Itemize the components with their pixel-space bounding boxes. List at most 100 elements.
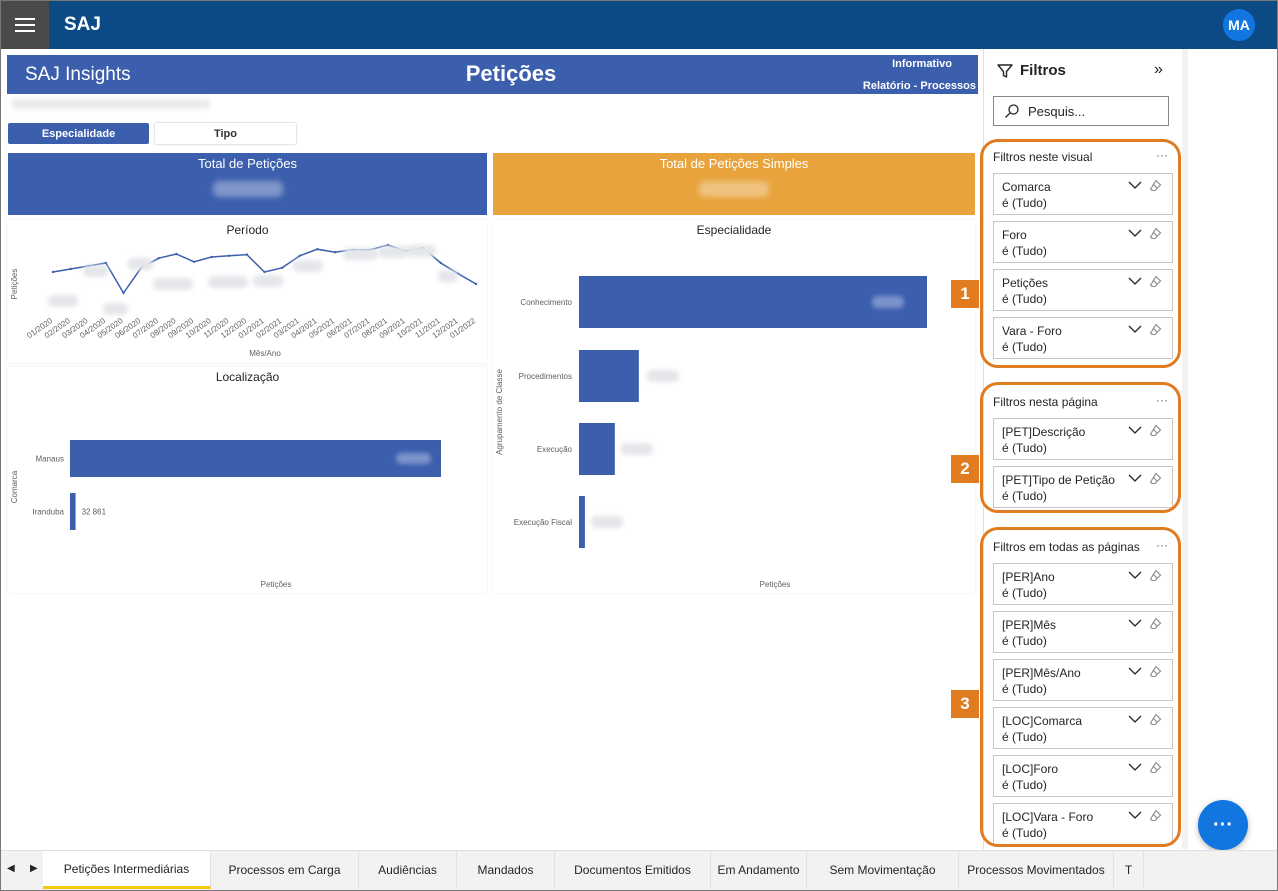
line-point[interactable] — [439, 261, 442, 265]
highlight-outline — [980, 382, 1181, 513]
collapse-pane-icon[interactable]: » — [1154, 61, 1163, 78]
line-point[interactable] — [228, 254, 231, 257]
tab-scroll-right-icon[interactable]: ▶ — [30, 863, 38, 874]
chevron-down-icon[interactable] — [1128, 762, 1142, 772]
filter-card[interactable]: [PER]Mês/Ano é (Tudo) — [993, 659, 1173, 701]
filter-card[interactable]: Vara - Foro é (Tudo) — [993, 317, 1173, 359]
chart-especialidade[interactable]: Especialidade Conhecimento Procedimentos E… — [493, 220, 975, 593]
line-point[interactable] — [175, 252, 178, 256]
filter-card[interactable]: [PER]Ano é (Tudo) — [993, 563, 1173, 605]
chevron-down-icon[interactable] — [1128, 810, 1142, 820]
line-point[interactable] — [104, 261, 108, 265]
clear-filter-icon[interactable] — [1149, 713, 1162, 726]
hamburger-menu-icon[interactable] — [1, 1, 49, 49]
clear-filter-icon[interactable] — [1149, 424, 1162, 437]
page-tab[interactable]: Mandados — [457, 851, 555, 889]
chevron-down-icon[interactable] — [1128, 714, 1142, 724]
toggle-especialidade[interactable]: Especialidade — [8, 123, 149, 144]
filter-card[interactable]: Petições é (Tudo) — [993, 269, 1173, 311]
clear-filter-icon[interactable] — [1149, 809, 1162, 822]
page-tab[interactable]: Documentos Emitidos — [555, 851, 711, 889]
line-point[interactable] — [298, 254, 301, 257]
toggle-tipo[interactable]: Tipo — [155, 123, 296, 144]
chart-periodo[interactable]: Período 01/2020 02/2020 03/2020 04/2020 05/2… — [8, 220, 487, 363]
line-point[interactable] — [333, 251, 337, 254]
page-tab[interactable]: Processos em Carga — [211, 851, 359, 889]
line-point[interactable] — [280, 266, 284, 269]
filter-card[interactable]: Comarca é (Tudo) — [993, 173, 1173, 215]
bar[interactable] — [579, 350, 639, 402]
filter-section: Filtros nesta página ··· [PET]Descrição é (… — [984, 382, 1183, 522]
bar[interactable] — [579, 423, 615, 475]
chevron-down-icon[interactable] — [1128, 618, 1142, 628]
funnel-icon — [997, 64, 1013, 78]
bar[interactable] — [579, 496, 585, 548]
filter-card-value: é (Tudo) — [1002, 682, 1047, 696]
line-point[interactable] — [69, 267, 72, 271]
filter-card-name: Foro — [1002, 228, 1027, 242]
chevron-down-icon[interactable] — [1128, 228, 1142, 238]
line-point[interactable] — [386, 243, 390, 247]
search-icon — [1005, 104, 1019, 118]
page-tab[interactable]: Processos Movimentados — [959, 851, 1114, 889]
filters-scrollbar[interactable] — [1182, 49, 1188, 849]
app-title[interactable]: SAJ — [64, 14, 101, 35]
chevron-down-icon[interactable] — [1128, 570, 1142, 580]
filter-card-value: é (Tudo) — [1002, 730, 1047, 744]
page-tab[interactable]: Audiências — [359, 851, 457, 889]
line-point[interactable] — [157, 257, 160, 260]
filter-card-value: é (Tudo) — [1002, 196, 1047, 210]
line-point[interactable] — [51, 270, 55, 274]
chevron-down-icon[interactable] — [1128, 180, 1142, 190]
line-point[interactable] — [316, 248, 319, 251]
filter-card[interactable]: [LOC]Comarca é (Tudo) — [993, 707, 1173, 749]
filter-card[interactable]: [PET]Tipo de Petição é (Tudo) — [993, 466, 1173, 508]
redacted-data-label — [406, 245, 436, 257]
line-point[interactable] — [474, 282, 478, 286]
clear-filter-icon[interactable] — [1149, 323, 1162, 336]
line-point[interactable] — [122, 291, 125, 295]
clear-filter-icon[interactable] — [1149, 179, 1162, 192]
kpi-total-peticoes-simples[interactable]: Total de Petições Simples — [493, 153, 975, 215]
page-tab[interactable]: T — [1114, 851, 1144, 889]
filter-card[interactable]: [PET]Descrição é (Tudo) — [993, 418, 1173, 460]
line-point[interactable] — [210, 255, 213, 259]
tab-scroll-left-icon[interactable]: ◀ — [7, 863, 15, 874]
page-tab[interactable]: Sem Movimentação — [807, 851, 959, 889]
filter-search-box[interactable] — [993, 96, 1169, 126]
user-avatar[interactable]: MA — [1223, 9, 1255, 41]
line-point[interactable] — [245, 253, 249, 256]
line-point[interactable] — [192, 260, 196, 263]
bar[interactable] — [70, 440, 441, 477]
clear-filter-icon[interactable] — [1149, 227, 1162, 240]
filter-card[interactable]: [LOC]Foro é (Tudo) — [993, 755, 1173, 797]
filter-card[interactable]: Foro é (Tudo) — [993, 221, 1173, 263]
chevron-down-icon[interactable] — [1128, 276, 1142, 286]
chart-localizacao[interactable]: Localização Manaus Iranduba 32 861 Petições… — [8, 367, 487, 593]
kpi-total-peticoes[interactable]: Total de Petições — [8, 153, 487, 215]
clear-filter-icon[interactable] — [1149, 569, 1162, 582]
line-chart-svg: 01/202002/202003/202004/202005/202006/20… — [10, 243, 478, 358]
chevron-down-icon[interactable] — [1128, 666, 1142, 676]
clear-filter-icon[interactable] — [1149, 761, 1162, 774]
more-options-button[interactable]: ··· — [1198, 800, 1248, 850]
chevron-down-icon[interactable] — [1128, 473, 1142, 483]
page-tab[interactable]: Em Andamento — [711, 851, 807, 889]
bar[interactable] — [579, 276, 927, 328]
clear-filter-icon[interactable] — [1149, 617, 1162, 630]
filter-search-input[interactable] — [1028, 103, 1158, 119]
clear-filter-icon[interactable] — [1149, 275, 1162, 288]
chevron-down-icon[interactable] — [1128, 324, 1142, 334]
line-point[interactable] — [263, 270, 266, 274]
filter-card[interactable]: [PER]Mês é (Tudo) — [993, 611, 1173, 653]
link-relatorio-processos[interactable]: Relatório - Processos — [862, 80, 976, 92]
clear-filter-icon[interactable] — [1149, 665, 1162, 678]
chevron-down-icon[interactable] — [1128, 425, 1142, 435]
page-tab[interactable]: Petições Intermediárias — [43, 851, 211, 889]
clear-filter-icon[interactable] — [1149, 472, 1162, 485]
filter-section-label: Filtros neste visual — [993, 150, 1093, 164]
filter-card[interactable]: [LOC]Vara - Foro é (Tudo) — [993, 803, 1173, 845]
bar[interactable] — [70, 493, 76, 530]
link-informativo[interactable]: Informativo — [892, 58, 952, 70]
filter-card-value: é (Tudo) — [1002, 826, 1047, 840]
